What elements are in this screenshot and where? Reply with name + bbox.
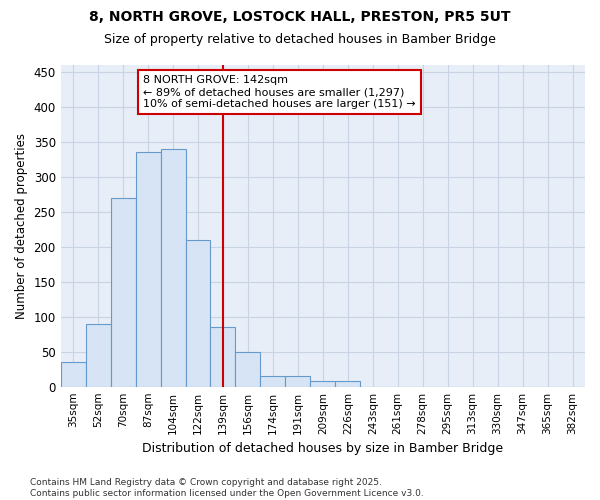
Text: 8 NORTH GROVE: 142sqm
← 89% of detached houses are smaller (1,297)
10% of semi-d: 8 NORTH GROVE: 142sqm ← 89% of detached …: [143, 76, 416, 108]
Bar: [136, 152, 161, 386]
Bar: [211, 327, 235, 386]
Bar: [110, 198, 136, 386]
Bar: [260, 376, 286, 386]
Bar: [185, 240, 211, 386]
Bar: [235, 352, 260, 386]
Text: Contains HM Land Registry data © Crown copyright and database right 2025.
Contai: Contains HM Land Registry data © Crown c…: [30, 478, 424, 498]
Bar: [86, 324, 110, 386]
Text: 8, NORTH GROVE, LOSTOCK HALL, PRESTON, PR5 5UT: 8, NORTH GROVE, LOSTOCK HALL, PRESTON, P…: [89, 10, 511, 24]
Bar: [61, 362, 86, 386]
Text: Size of property relative to detached houses in Bamber Bridge: Size of property relative to detached ho…: [104, 32, 496, 46]
X-axis label: Distribution of detached houses by size in Bamber Bridge: Distribution of detached houses by size …: [142, 442, 503, 455]
Bar: [335, 381, 360, 386]
Bar: [161, 149, 185, 386]
Y-axis label: Number of detached properties: Number of detached properties: [15, 133, 28, 319]
Bar: [310, 381, 335, 386]
Bar: [286, 376, 310, 386]
